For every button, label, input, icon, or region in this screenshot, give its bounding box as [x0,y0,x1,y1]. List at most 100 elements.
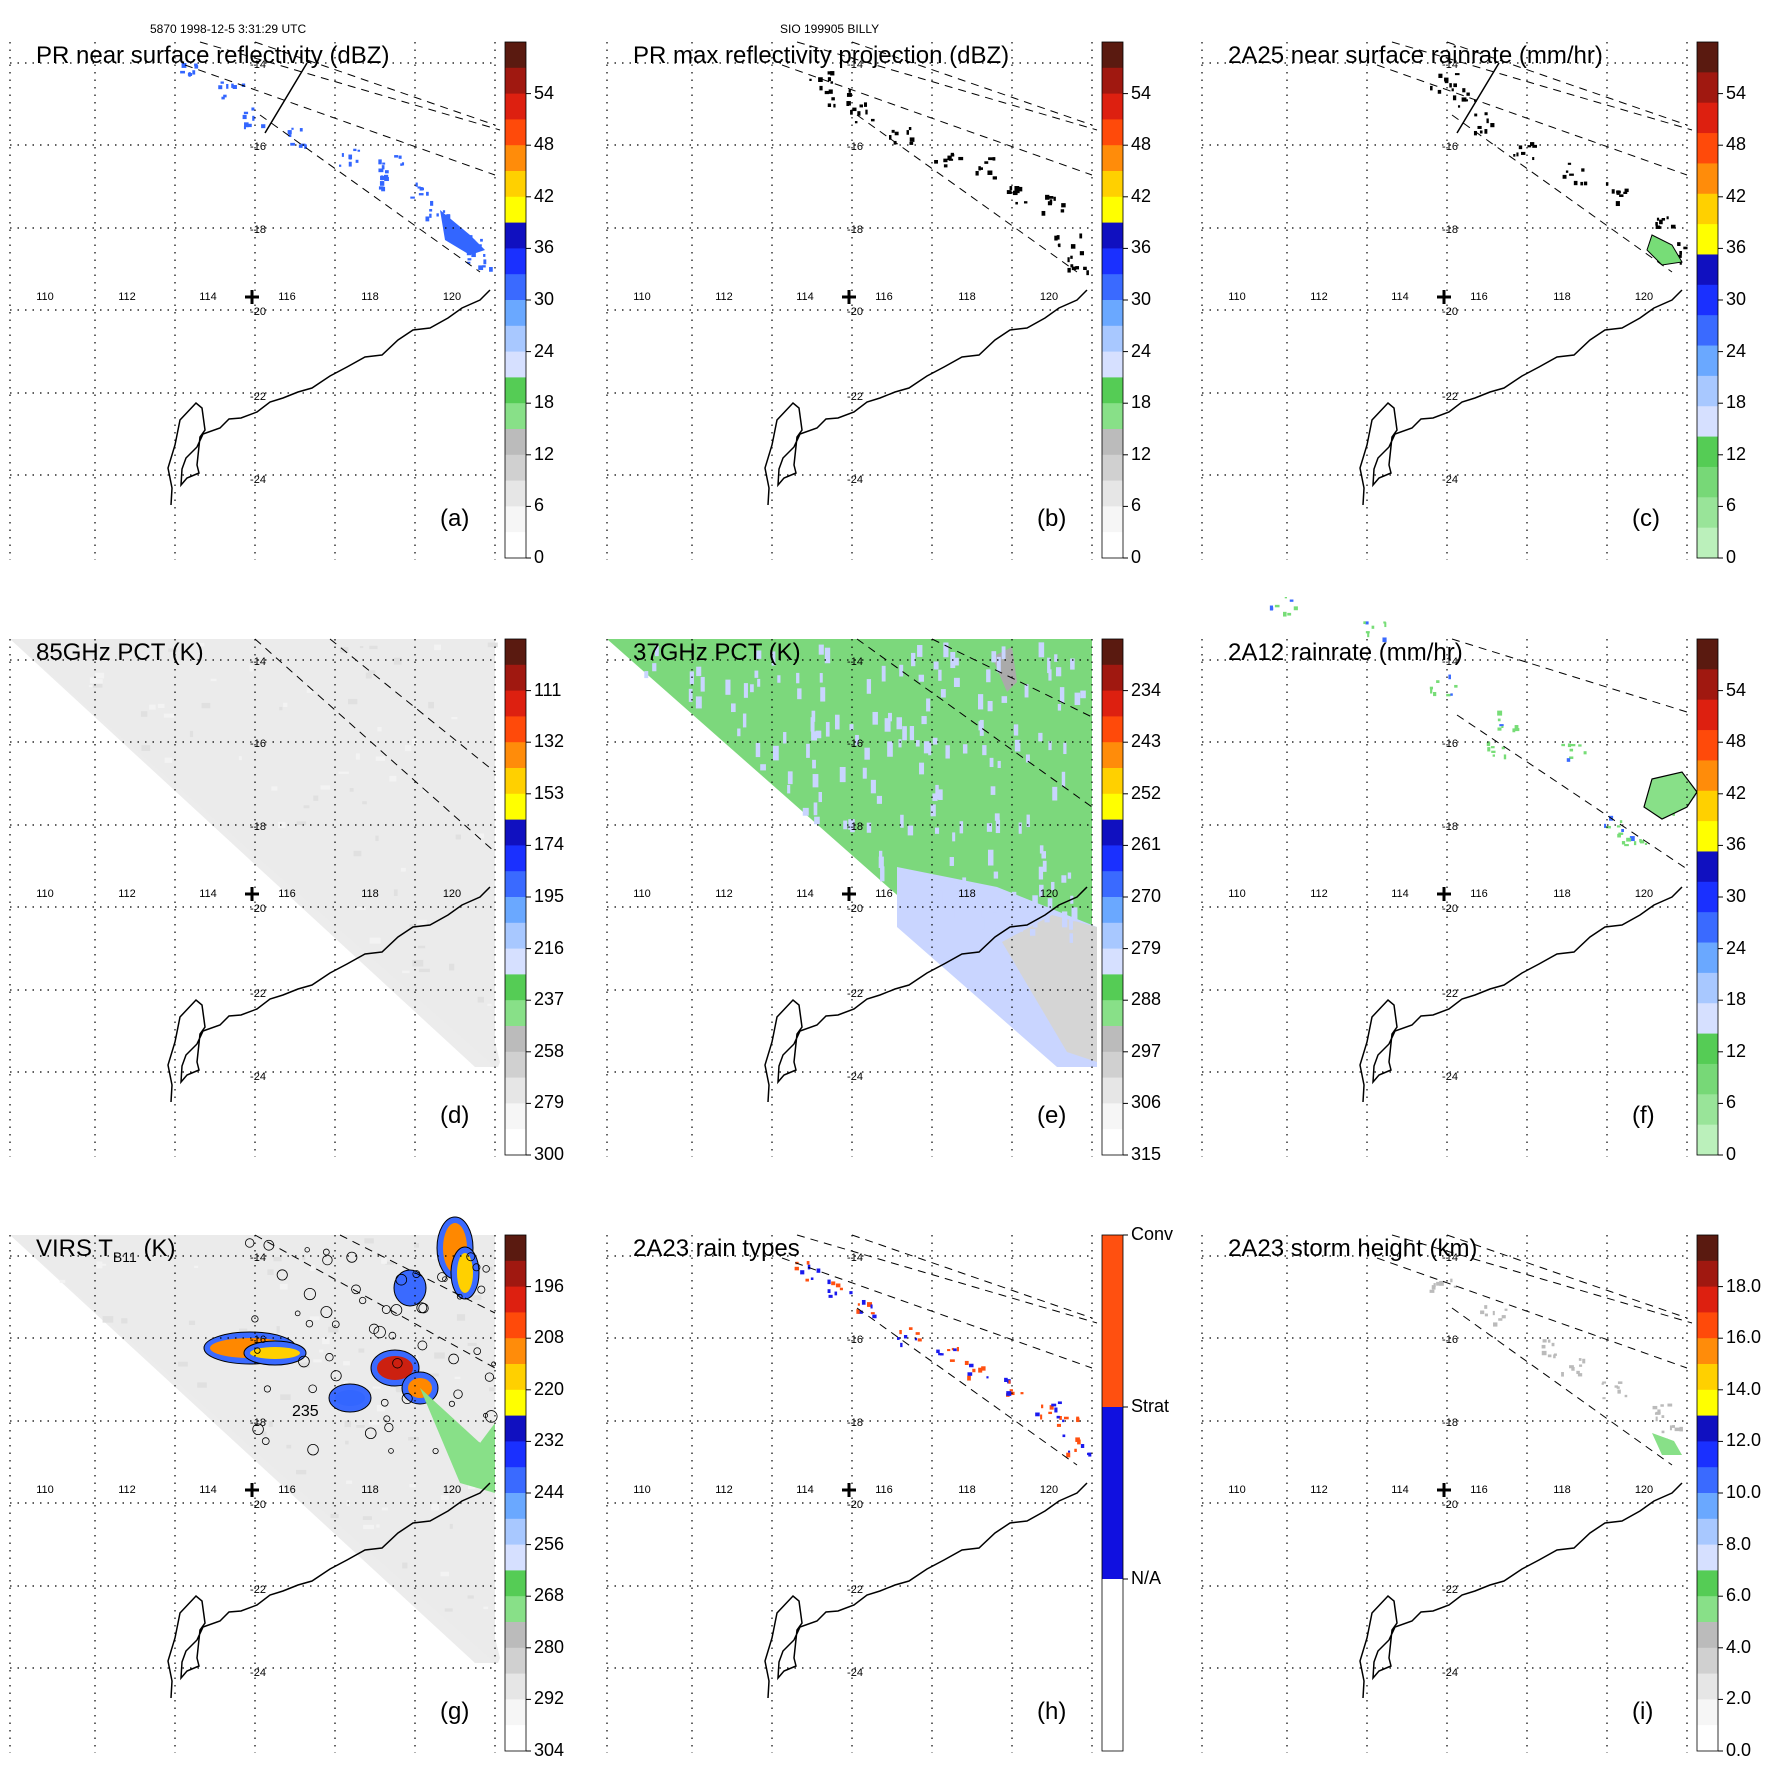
rain-pixel [1067,267,1071,273]
imagery-pixel [1057,703,1062,711]
rain-pixel [908,1327,913,1330]
imagery-pixel [1047,657,1051,674]
rain-pixel [1578,744,1582,747]
rain-pixel [1573,180,1578,186]
rain-pixel [1639,839,1642,843]
lon-label: 116 [875,1484,893,1496]
rain-pixel [251,107,255,111]
colorbar-segment [505,793,526,821]
colorbar-segment [505,1544,526,1571]
rain-pixel [1660,1404,1664,1407]
colorbar-segment [1102,948,1123,975]
storm-center-marker [1437,1483,1451,1497]
contour-speck [351,1284,361,1295]
contour-speck [305,1319,314,1328]
colorbar-segment [505,1103,526,1130]
rain-pixel [1576,1370,1580,1375]
rain-pixel [835,1283,841,1288]
rain-pixel [1006,190,1012,195]
panel-label: (e) [1037,1102,1067,1129]
rain-pixel [1671,1425,1675,1428]
imagery-pixel [262,1431,267,1436]
imagery-pixel [902,726,907,741]
imagery-pixel [982,745,987,756]
contour-speck [456,1293,463,1300]
colorbar-segment [1102,768,1123,795]
rain-pixel [384,170,389,174]
panel-title: 85GHz PCT (K) [36,639,204,666]
rain-pixel [828,1294,833,1298]
rain-pixel [261,124,266,129]
colorbar-segment [1697,972,1718,1004]
rain-pixel [1365,631,1370,634]
imagery-pixel [346,1480,353,1484]
rain-pixel [383,174,389,180]
map-content [9,1216,500,1753]
imagery-pixel [945,745,950,759]
imagery-pixel [1001,646,1006,660]
rain-pixel [846,101,850,107]
colorbar-tick-label: 42 [1726,185,1747,206]
imagery-pixel [268,1420,273,1427]
imagery-pixel [440,1495,449,1500]
colorbar-segment [1102,145,1123,172]
lat-label: -18 [847,821,863,833]
rain-pixel [1491,750,1496,753]
imagery-pixel [1063,742,1067,755]
rain-pixel [1437,89,1442,94]
rain-pixel [1454,73,1460,76]
panel-label: (b) [1037,505,1067,532]
imagery-pixel [349,788,354,792]
panel-b: 110 112 114 116 118 120 -14 -16 -18 -20 -22 -24 54 48… [597,0,1187,590]
rain-pixel [806,1261,810,1265]
colorbar-segment [1697,345,1718,377]
colorbar-segment [1697,730,1718,761]
rain-pixel [1079,233,1083,239]
rain-pixel [827,1289,831,1293]
rain-pixel [938,1353,942,1356]
rain-pixel [810,1277,814,1280]
panel-title: PR near surface reflectivity (dBZ) [36,42,390,69]
colorbar-tick-label: 279 [1131,937,1162,958]
rain-pixel [1666,216,1669,220]
colorbar-frame [1101,1234,1124,1752]
colorbar-segment [1102,325,1123,353]
lat-label: -20 [250,1499,266,1511]
colorbar-tick-label: 54 [534,82,555,103]
rain-pixel [1547,1339,1551,1343]
colorbar-segment [1102,248,1123,275]
imagery-pixel [197,1382,207,1388]
rain-pixel [1652,1405,1658,1410]
imagery-pixel [345,1440,349,1445]
imagery-pixel [862,767,867,779]
imagery-pixel [449,1523,453,1529]
rain-pixel [1582,1358,1586,1364]
imagery-pixel [408,1436,419,1441]
imagery-pixel [918,674,925,682]
colorbar-tick-label: 292 [534,1688,565,1709]
rain-pixel [1057,1401,1062,1405]
imagery-pixel [993,871,999,879]
colorbar-segment [505,1312,526,1339]
lat-label: -16 [250,738,266,750]
rain-pixel [908,127,912,131]
imagery-pixel [343,1361,350,1366]
imagery-pixel [952,832,956,842]
colorbar-segment [505,1518,526,1546]
colorbar-segment [1697,1260,1718,1288]
imagery-pixel [121,1318,128,1324]
imagery-pixel [1052,786,1058,801]
imagery-pixel [1018,822,1022,834]
rain-pixel [1009,186,1013,190]
imagery-pixel [372,1386,381,1389]
colorbar-tick-label: 174 [534,834,565,855]
lon-label: 114 [796,888,814,900]
colorbar-segment [505,1286,526,1313]
panel-label: (h) [1037,1698,1067,1725]
colorbar-tick-label: 36 [534,237,555,258]
lon-label: 112 [1310,291,1328,303]
colorbar-tick-label: 18 [1726,392,1747,413]
panel-g: 110 112 114 116 118 120 -14 -16 -18 -20 -22 -24 196 2… [0,1193,590,1783]
colorbar-segment [1697,1094,1718,1126]
imagery-pixel [1061,911,1068,928]
